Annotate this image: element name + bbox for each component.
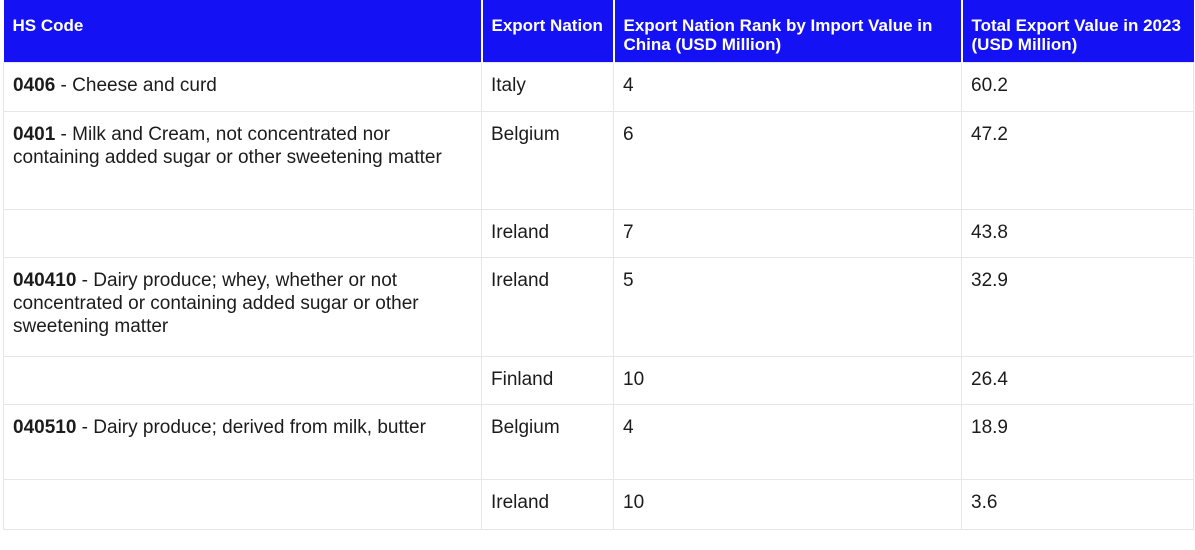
export-table: HS Code Export Nation Export Nation Rank… xyxy=(3,0,1194,530)
hs-code-cell: 0401 - Milk and Cream, not concentrated … xyxy=(3,111,482,210)
header-export-nation: Export Nation xyxy=(481,0,615,63)
hs-description: - Cheese and curd xyxy=(55,75,217,96)
header-rank: Export Nation Rank by Import Value in Ch… xyxy=(613,0,963,63)
rank-cell: 10 xyxy=(613,479,962,530)
hs-description: - Dairy produce; whey, whether or not co… xyxy=(13,270,419,337)
value-cell: 26.4 xyxy=(961,356,1194,405)
export-nation-cell: Finland xyxy=(481,356,614,405)
hs-code: 040410 xyxy=(13,270,77,291)
hs-code: 040510 xyxy=(13,417,77,438)
hs-code-cell xyxy=(3,209,482,258)
export-nation-cell: Ireland xyxy=(481,257,614,357)
hs-description: - Dairy produce; derived from milk, butt… xyxy=(76,417,426,438)
rank-cell: 5 xyxy=(613,257,962,357)
hs-code: 0401 xyxy=(13,124,56,145)
header-hs-code: HS Code xyxy=(3,0,483,63)
table-row: 040510 - Dairy produce; derived from mil… xyxy=(3,404,1194,480)
value-cell: 18.9 xyxy=(961,404,1194,480)
export-nation-cell: Ireland xyxy=(481,479,614,530)
export-nation-cell: Belgium xyxy=(481,404,614,480)
export-table-container: HS Code Export Nation Export Nation Rank… xyxy=(3,0,1194,530)
value-cell: 60.2 xyxy=(961,62,1194,112)
value-cell: 32.9 xyxy=(961,257,1194,357)
export-nation-cell: Belgium xyxy=(481,111,614,210)
hs-code-cell: 040410 - Dairy produce; whey, whether or… xyxy=(3,257,482,357)
table-row: Ireland 7 43.8 xyxy=(3,209,1194,258)
value-cell: 47.2 xyxy=(961,111,1194,210)
hs-code-cell: 040510 - Dairy produce; derived from mil… xyxy=(3,404,482,480)
table-row: 040410 - Dairy produce; whey, whether or… xyxy=(3,257,1194,357)
export-nation-cell: Italy xyxy=(481,62,614,112)
rank-cell: 6 xyxy=(613,111,962,210)
hs-code: 0406 xyxy=(13,75,56,96)
value-cell: 43.8 xyxy=(961,209,1194,258)
table-row: Ireland 10 3.6 xyxy=(3,479,1194,530)
hs-code-cell xyxy=(3,356,482,405)
table-row: 0401 - Milk and Cream, not concentrated … xyxy=(3,111,1194,210)
rank-cell: 7 xyxy=(613,209,962,258)
header-total-value: Total Export Value in 2023 (USD Million) xyxy=(961,0,1194,63)
hs-code-cell xyxy=(3,479,482,530)
table-row: Finland 10 26.4 xyxy=(3,356,1194,405)
rank-cell: 4 xyxy=(613,62,962,112)
hs-code-cell: 0406 - Cheese and curd xyxy=(3,62,482,112)
export-nation-cell: Ireland xyxy=(481,209,614,258)
rank-cell: 10 xyxy=(613,356,962,405)
table-header-row: HS Code Export Nation Export Nation Rank… xyxy=(3,0,1194,63)
hs-description: - Milk and Cream, not concentrated nor c… xyxy=(13,124,442,168)
rank-cell: 4 xyxy=(613,404,962,480)
value-cell: 3.6 xyxy=(961,479,1194,530)
table-row: 0406 - Cheese and curd Italy 4 60.2 xyxy=(3,62,1194,112)
